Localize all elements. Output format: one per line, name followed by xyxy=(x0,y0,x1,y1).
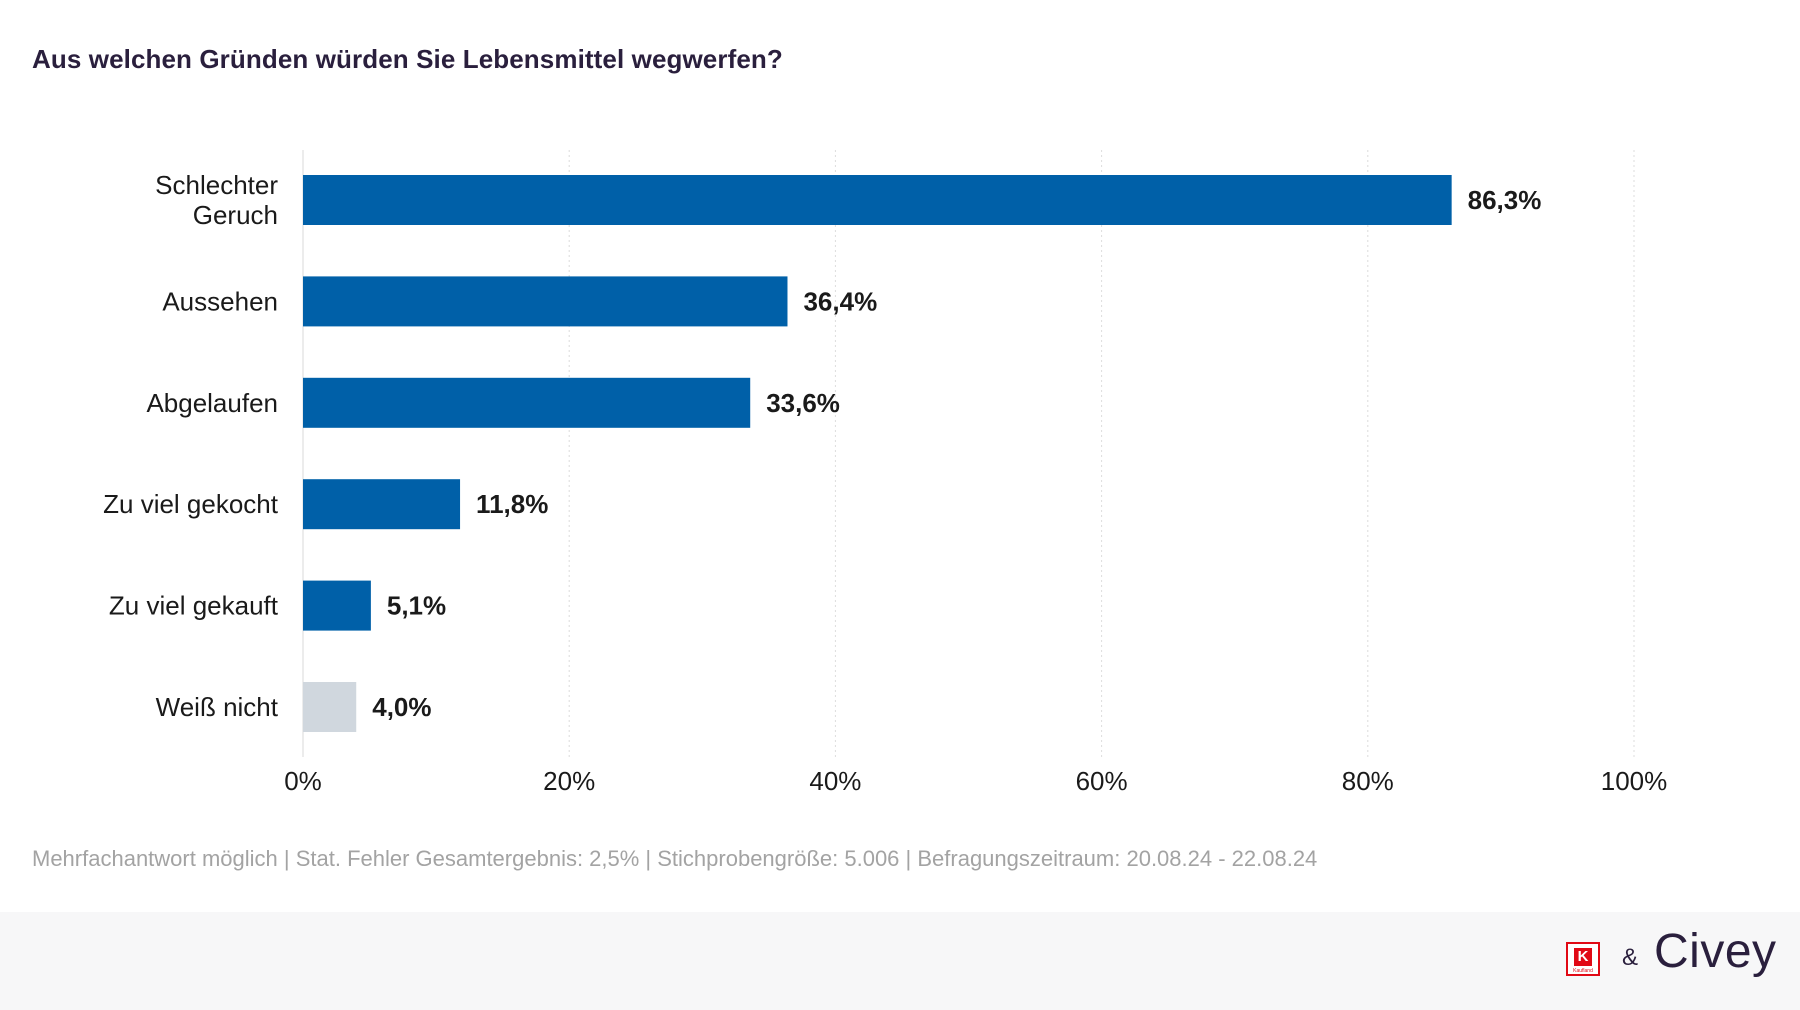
category-label: Schlechter xyxy=(155,170,278,200)
ampersand: & xyxy=(1622,944,1639,971)
x-tick-label: 0% xyxy=(284,766,322,796)
bar xyxy=(303,682,357,732)
bar xyxy=(303,580,371,631)
footer-band xyxy=(0,912,1800,1010)
category-label: Abgelaufen xyxy=(146,388,278,418)
kaufland-logo-letter: K xyxy=(1574,948,1592,966)
kaufland-logo: K Kaufland xyxy=(1566,942,1600,976)
page-title: Aus welchen Gründen würden Sie Lebensmit… xyxy=(32,44,783,74)
data-label: 86,3% xyxy=(1468,185,1542,215)
category-label: Weiß nicht xyxy=(156,692,279,722)
kaufland-logo-name: Kaufland xyxy=(1573,968,1593,974)
grid-lines xyxy=(302,150,1635,757)
x-tick-label: 80% xyxy=(1342,766,1394,796)
x-tick-label: 60% xyxy=(1076,766,1128,796)
bar xyxy=(303,479,461,530)
category-label: Geruch xyxy=(193,200,278,230)
bar xyxy=(303,175,1452,225)
data-label: 4,0% xyxy=(372,692,431,722)
x-tick-label: 100% xyxy=(1601,766,1668,796)
x-tick-label: 20% xyxy=(543,766,595,796)
category-label: Zu viel gekocht xyxy=(103,489,279,519)
x-tick-label: 40% xyxy=(809,766,861,796)
civey-logo: Civey xyxy=(1654,925,1777,978)
data-label: 11,8% xyxy=(476,489,548,519)
category-label: Zu viel gekauft xyxy=(109,591,279,621)
bar xyxy=(303,276,788,327)
data-label: 33,6% xyxy=(766,388,840,418)
data-label: 36,4% xyxy=(803,286,877,316)
footnote: Mehrfachantwort möglich | Stat. Fehler G… xyxy=(32,846,1318,871)
bars xyxy=(303,175,1452,732)
category-label: Aussehen xyxy=(162,286,278,316)
bar xyxy=(303,377,751,428)
data-label: 5,1% xyxy=(387,591,446,621)
